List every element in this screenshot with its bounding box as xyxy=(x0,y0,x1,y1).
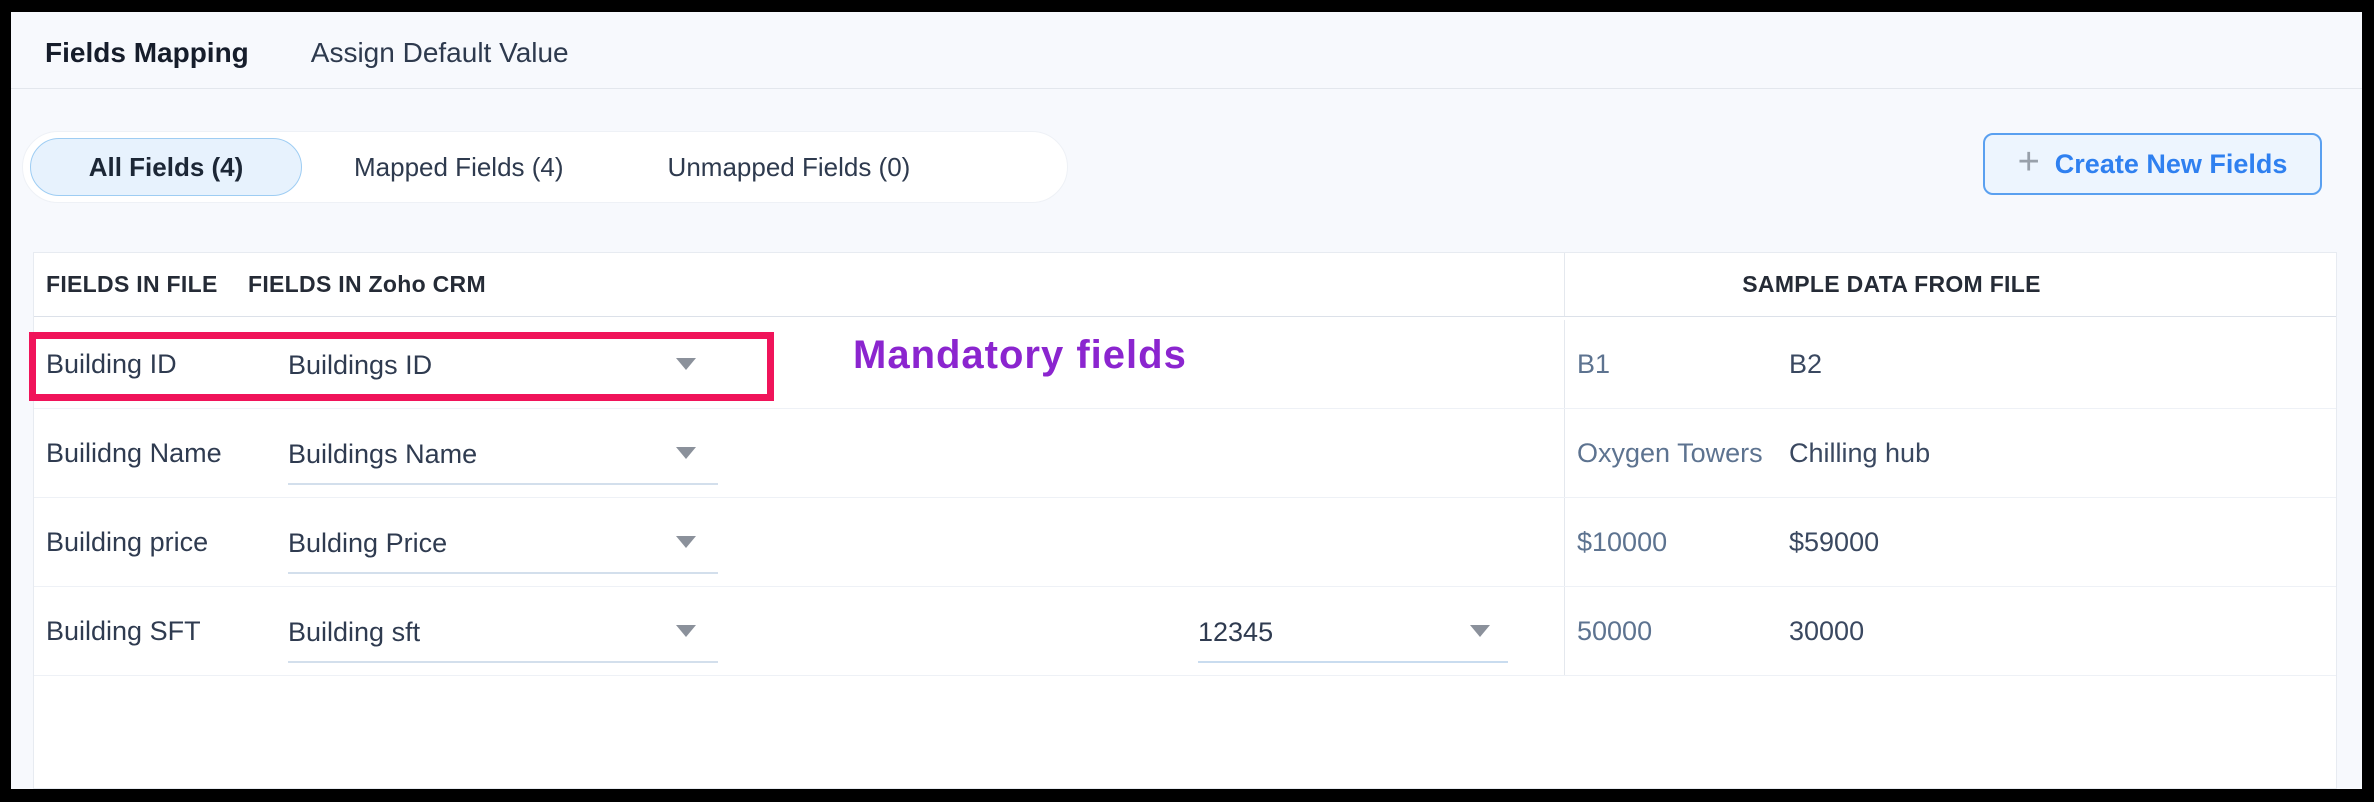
chevron-down-icon xyxy=(676,358,696,370)
format-value-dropdown[interactable]: 12345 xyxy=(1198,615,1508,663)
crm-field-value: Buildings Name xyxy=(288,439,478,469)
table-header-row: FIELDS IN FILE FIELDS IN Zoho CRM SAMPLE… xyxy=(34,253,2336,317)
file-field-label: Building ID xyxy=(46,348,177,379)
sample-value-2: 30000 xyxy=(1789,615,1865,646)
table-body: Building ID Buildings ID B1 B2 Builidng … xyxy=(34,320,2336,676)
table-row: Building price Bulding Price $10000 $590… xyxy=(34,498,2336,587)
header-tabs: Fields Mapping Assign Default Value xyxy=(45,24,569,82)
create-new-fields-button[interactable]: + Create New Fields xyxy=(1983,133,2322,195)
sample-value-1: B1 xyxy=(1564,320,1786,408)
sample-value-2: B2 xyxy=(1789,348,1823,379)
sample-value-1: 50000 xyxy=(1564,587,1786,675)
crm-field-dropdown[interactable]: Building sft xyxy=(288,615,718,663)
file-field-label: Building price xyxy=(46,526,209,557)
sample-value-1: Oxygen Towers xyxy=(1564,409,1786,497)
file-field-label: Builidng Name xyxy=(46,437,222,468)
chevron-down-icon xyxy=(1470,625,1490,637)
column-header-sample-data: SAMPLE DATA FROM FILE xyxy=(1564,253,2338,316)
fields-mapping-table: FIELDS IN FILE FIELDS IN Zoho CRM SAMPLE… xyxy=(29,252,2337,789)
field-filter-tabs: All Fields (4) Mapped Fields (4) Unmappe… xyxy=(22,131,1068,203)
crm-field-value: Bulding Price xyxy=(288,528,448,558)
mandatory-fields-annotation: Mandatory fields xyxy=(853,333,1187,377)
tab-fields-mapping[interactable]: Fields Mapping xyxy=(45,37,249,68)
chevron-down-icon xyxy=(676,625,696,637)
file-field-label: Building SFT xyxy=(46,615,201,646)
crm-field-dropdown[interactable]: Buildings Name xyxy=(288,437,718,485)
crm-field-dropdown[interactable]: Buildings ID xyxy=(288,348,718,396)
sample-value-2: $59000 xyxy=(1789,526,1880,557)
sample-value-2: Chilling hub xyxy=(1789,437,1931,468)
plus-icon: + xyxy=(2017,141,2040,183)
header-divider xyxy=(11,88,2362,89)
column-header-fields-in-file: FIELDS IN FILE xyxy=(46,271,218,297)
crm-field-dropdown[interactable]: Bulding Price xyxy=(288,526,718,574)
crm-field-value: Building sft xyxy=(288,617,421,647)
filter-all-fields[interactable]: All Fields (4) xyxy=(30,138,302,196)
table-row: Builidng Name Buildings Name Oxygen Towe… xyxy=(34,409,2336,498)
filter-mapped-fields[interactable]: Mapped Fields (4) xyxy=(354,151,564,182)
column-header-fields-in-crm: FIELDS IN Zoho CRM xyxy=(248,271,486,297)
tab-assign-default-value[interactable]: Assign Default Value xyxy=(310,37,569,68)
chevron-down-icon xyxy=(676,536,696,548)
filter-unmapped-fields[interactable]: Unmapped Fields (0) xyxy=(667,151,911,182)
chevron-down-icon xyxy=(676,447,696,459)
create-new-fields-label: Create New Fields xyxy=(2054,148,2288,179)
sample-value-1: $10000 xyxy=(1564,498,1786,586)
table-row: Building ID Buildings ID B1 B2 xyxy=(34,320,2336,409)
crm-field-value: Buildings ID xyxy=(288,350,433,380)
table-row: Building SFT Building sft 12345 50000 30… xyxy=(34,587,2336,676)
format-value: 12345 xyxy=(1198,617,1274,647)
fields-mapping-page: Fields Mapping Assign Default Value All … xyxy=(11,12,2362,789)
